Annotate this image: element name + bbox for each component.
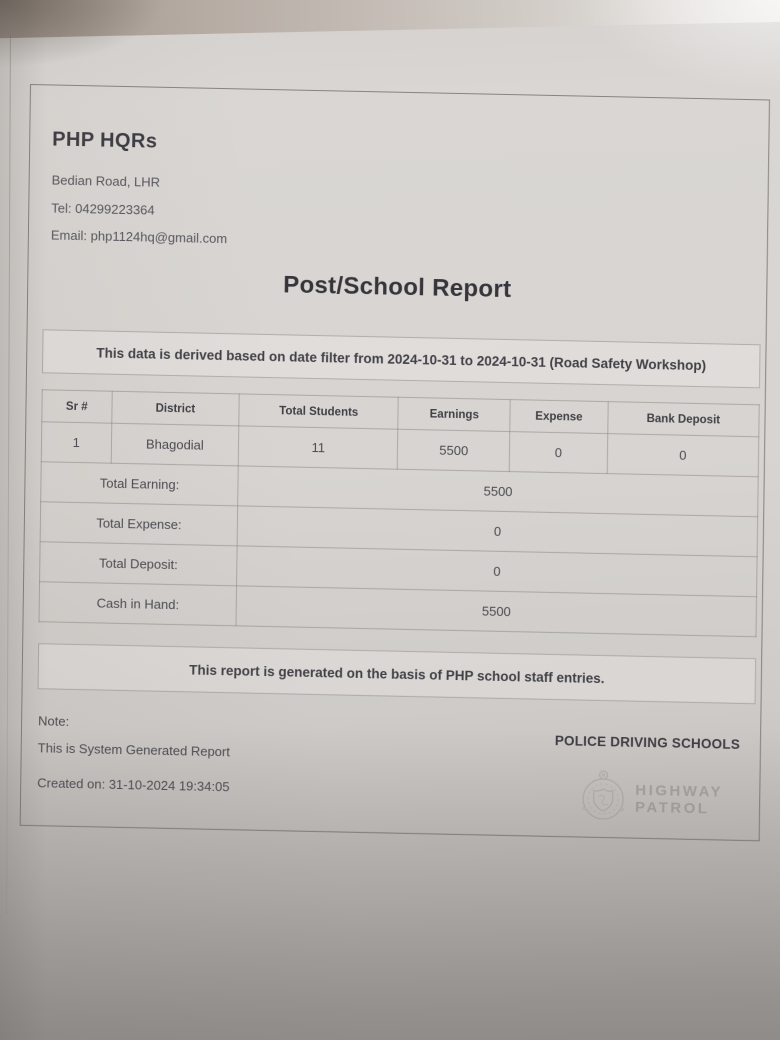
- summary-label: Total Deposit:: [39, 541, 238, 586]
- police-driving-schools-label: POLICE DRIVING SCHOOLS: [554, 732, 741, 752]
- cell-sr: 1: [41, 421, 112, 464]
- col-header-total-students: Total Students: [238, 393, 399, 430]
- note-text: This is System Generated Report: [37, 740, 231, 760]
- col-header-district: District: [111, 391, 240, 426]
- footer-banner: This report is generated on the basis of…: [37, 643, 757, 705]
- org-telephone: Tel: 04299223364: [51, 200, 155, 218]
- report-title: Post/School Report: [283, 271, 512, 304]
- col-header-expense: Expense: [509, 399, 608, 434]
- summary-label: Total Expense:: [40, 501, 238, 546]
- cell-bank-deposit: 0: [606, 433, 759, 477]
- cell-total-students: 11: [238, 425, 399, 470]
- date-filter-banner: This data is derived based on date filte…: [41, 329, 761, 389]
- col-header-sr: Sr #: [41, 389, 112, 424]
- corner-shadow: [0, 0, 170, 70]
- org-email: Email: php1124hq@gmail.com: [50, 227, 228, 247]
- summary-label: Total Earning:: [40, 461, 239, 506]
- summary-label: Cash in Hand:: [38, 581, 237, 626]
- cell-district: Bhagodial: [110, 423, 239, 466]
- org-name: PHP HQRs: [52, 128, 158, 153]
- col-header-bank-deposit: Bank Deposit: [607, 401, 760, 437]
- footer-banner-text: This report is generated on the basis of…: [189, 661, 605, 686]
- date-filter-text: This data is derived based on date filte…: [96, 344, 707, 373]
- highway-patrol-crest-icon: [582, 770, 624, 820]
- note-label: Note:: [38, 713, 70, 729]
- created-timestamp: Created on: 31-10-2024 19:34:05: [37, 775, 230, 795]
- cell-expense: 0: [509, 431, 608, 474]
- highway-patrol-watermark: HIGHWAY PATROL: [634, 781, 723, 818]
- cell-earnings: 5500: [397, 429, 510, 472]
- org-address: Bedian Road, LHR: [51, 172, 161, 190]
- report-page-frame: PHP HQRs Bedian Road, LHR Tel: 042992233…: [19, 84, 771, 842]
- report-table: Sr # District Total Students Earnings Ex…: [38, 389, 760, 637]
- col-header-earnings: Earnings: [398, 397, 511, 432]
- paper-stack-edge: [6, 34, 11, 914]
